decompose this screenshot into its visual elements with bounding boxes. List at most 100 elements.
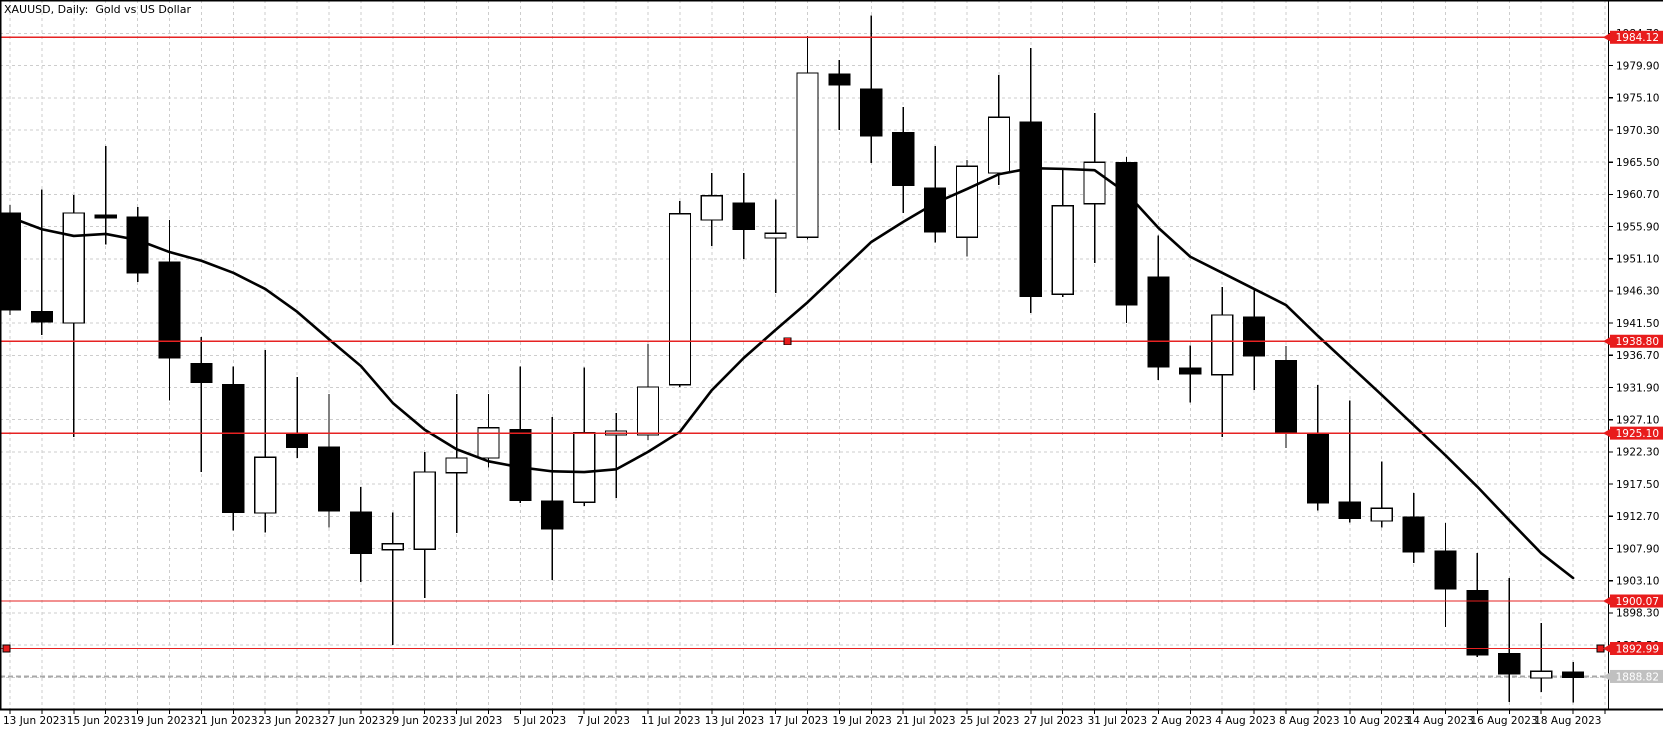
candle <box>541 417 564 581</box>
candle-body <box>636 386 660 436</box>
candle-body <box>349 511 372 554</box>
candle-body <box>94 214 117 219</box>
candle-body <box>700 195 723 221</box>
candle <box>1306 384 1330 511</box>
level-price-badge-1925.10: 1925.10 <box>1603 426 1663 440</box>
candle-body <box>445 457 468 474</box>
candle-body <box>1115 162 1138 306</box>
chart-title: XAUUSD, Daily: Gold vs US Dollar <box>4 3 191 16</box>
date-tick-label: 21 Jun 2023 <box>194 715 257 727</box>
plot-border <box>0 0 1663 711</box>
candle <box>413 451 436 599</box>
candle <box>317 394 341 528</box>
price-tick-label: 1927.10 <box>1616 415 1659 427</box>
candle <box>158 219 181 401</box>
candle-body <box>254 456 277 514</box>
candle-body <box>1179 367 1202 375</box>
date-tick-label: 8 Aug 2023 <box>1279 715 1340 727</box>
badge-box <box>1610 30 1663 44</box>
candle <box>573 367 596 507</box>
price-tick-label: 1931.90 <box>1616 382 1659 394</box>
date-tick-label: 14 Aug 2023 <box>1407 715 1474 727</box>
candle-body <box>732 202 755 230</box>
candle <box>1019 48 1042 314</box>
badge-box <box>1610 426 1663 440</box>
candle <box>94 146 117 245</box>
candle-body <box>1083 161 1106 205</box>
price-tick-label: 1912.70 <box>1616 511 1659 523</box>
date-tick-label: 4 Aug 2023 <box>1215 715 1276 727</box>
date-tick-label: 25 Jul 2023 <box>960 715 1019 727</box>
price-tick-label: 1907.90 <box>1616 543 1659 555</box>
price-tick-label: 1903.10 <box>1616 575 1659 587</box>
candle-body <box>286 432 309 448</box>
moving-average-line <box>8 166 1575 580</box>
price-tick-label: 1965.50 <box>1616 157 1659 169</box>
candle <box>477 394 500 468</box>
date-tick-label: 19 Jun 2023 <box>131 715 194 727</box>
price-tick-label: 1922.30 <box>1616 447 1659 459</box>
candle <box>1179 345 1202 403</box>
price-axis[interactable]: 1984.701979.901975.101970.301965.501960.… <box>1608 28 1659 684</box>
candles-layer <box>0 15 1585 703</box>
date-tick-label: 27 Jul 2023 <box>1024 715 1083 727</box>
candle-body <box>541 500 564 530</box>
line-handle-right <box>1596 644 1605 653</box>
badge-notch <box>1603 33 1610 42</box>
price-tick-label: 1898.30 <box>1616 608 1659 620</box>
candle <box>1051 170 1074 297</box>
date-tick-label: 27 Jun 2023 <box>322 715 385 727</box>
candle-body <box>413 471 436 550</box>
candle-body <box>1561 671 1585 678</box>
date-axis[interactable]: 13 Jun 2023 15 Jun 2023 19 Jun 2023 21 Jun … <box>3 710 1606 727</box>
date-tick-label: 17 Jul 2023 <box>769 715 828 727</box>
candle <box>126 207 149 283</box>
badge-notch <box>1603 672 1610 681</box>
candle <box>1530 622 1553 693</box>
price-tick-label: 1941.50 <box>1616 318 1659 330</box>
candle-body <box>1466 590 1489 656</box>
candle <box>0 205 22 316</box>
candle <box>1466 553 1489 658</box>
candle <box>764 199 787 293</box>
date-tick-label: 23 Jun 2023 <box>258 715 321 727</box>
candle <box>668 201 692 387</box>
bid-price-badge: 1888.82 <box>1603 669 1663 683</box>
candle <box>254 349 277 533</box>
candle <box>987 74 1011 185</box>
candle <box>1115 156 1138 324</box>
candle-body <box>573 431 596 503</box>
candle-body <box>1242 316 1266 357</box>
level-price-badge-1900.07: 1900.07 <box>1603 594 1663 608</box>
candle-body <box>222 384 245 513</box>
level-lines <box>0 36 1608 653</box>
candle-body <box>1274 360 1298 434</box>
date-tick-label: 7 Jul 2023 <box>577 715 630 727</box>
candle-body <box>1338 501 1361 519</box>
candle <box>732 172 755 259</box>
badge-text: 1925.10 <box>1616 428 1659 440</box>
candle-body <box>62 212 85 324</box>
candle <box>190 337 213 473</box>
candle <box>349 486 372 583</box>
candle <box>892 107 915 214</box>
date-tick-label: 31 Jul 2023 <box>1088 715 1147 727</box>
candle-body <box>126 216 149 274</box>
date-tick-label: 5 Jul 2023 <box>513 715 566 727</box>
candle <box>955 160 979 257</box>
candle <box>700 172 723 247</box>
candle-body <box>477 427 500 459</box>
candle <box>1370 461 1393 528</box>
candle-body <box>1019 121 1042 297</box>
candle <box>1274 345 1298 448</box>
candle-body <box>828 73 851 86</box>
badge-notch <box>1603 597 1610 606</box>
candle <box>445 394 468 534</box>
candle <box>796 36 819 240</box>
date-tick-label: 3 Jul 2023 <box>450 715 503 727</box>
line-handle-middle <box>783 337 792 346</box>
level-price-badge-1984.12: 1984.12 <box>1603 30 1663 44</box>
candle <box>1242 288 1266 391</box>
